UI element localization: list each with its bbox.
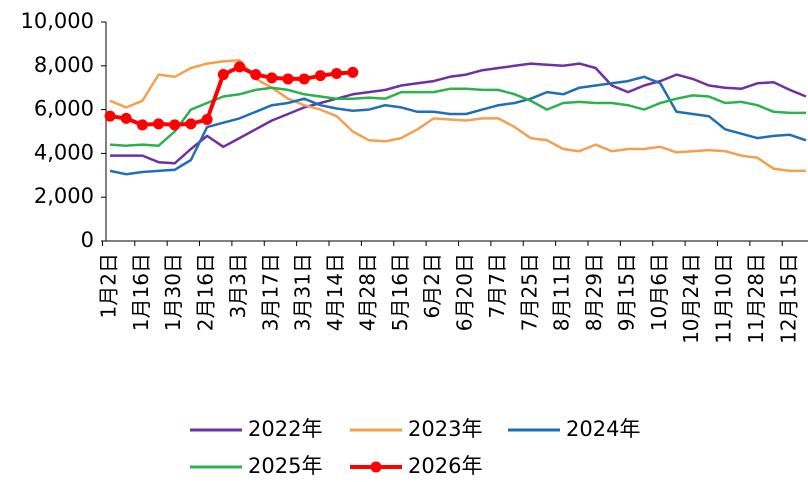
y-tick-label: 10,000	[21, 9, 94, 33]
x-tick-label: 4月14日	[323, 253, 347, 331]
x-tick-label: 1月30日	[161, 253, 185, 331]
point	[233, 61, 245, 73]
series-line	[109, 86, 806, 147]
series-line	[110, 62, 807, 165]
x-tick-label: 8月29日	[582, 253, 606, 331]
legend-label: 2024年	[566, 417, 640, 441]
series-line	[109, 59, 806, 173]
legend-label: 2022年	[248, 417, 322, 441]
point	[298, 73, 310, 85]
point	[153, 118, 165, 130]
x-tick-label: 7月25日	[517, 253, 541, 331]
x-tick-label: 8月11日	[550, 253, 574, 331]
x-tick-label: 4月28日	[355, 253, 379, 331]
y-tick-label: 0	[81, 228, 94, 252]
x-tick-label: 1月2日	[97, 253, 121, 318]
point	[185, 118, 197, 130]
x-tick-label: 10月6日	[647, 253, 671, 331]
point	[347, 66, 359, 78]
x-tick-label: 6月2日	[420, 253, 444, 318]
x-tick-label: 3月17日	[258, 253, 282, 331]
y-tick-label: 4,000	[34, 140, 94, 164]
point	[217, 69, 229, 81]
point	[282, 73, 294, 85]
legend-marker	[370, 461, 382, 473]
y-tick-label: 2,000	[34, 184, 94, 208]
point	[201, 113, 213, 125]
y-tick-label: 8,000	[34, 53, 94, 77]
x-tick-label: 9月15日	[614, 253, 638, 331]
series-line	[109, 75, 807, 176]
x-tick-label: 11月28日	[744, 253, 768, 344]
x-tick-label: 3月3日	[226, 253, 250, 318]
point	[120, 112, 132, 124]
point	[169, 119, 181, 131]
point	[314, 70, 326, 82]
x-tick-label: 2月16日	[194, 253, 218, 331]
point	[331, 67, 343, 79]
x-tick-label: 10月24日	[679, 253, 703, 344]
point	[266, 72, 278, 84]
legend-label: 2026年	[408, 454, 482, 478]
x-tick-label: 3月31日	[291, 253, 315, 331]
legend-label: 2023年	[408, 417, 482, 441]
point	[104, 110, 116, 122]
point	[250, 69, 262, 81]
x-tick-label: 5月16日	[388, 253, 412, 331]
y-tick-label: 6,000	[34, 97, 94, 121]
legend-label: 2025年	[248, 454, 322, 478]
x-tick-label: 1月16日	[129, 253, 153, 331]
point	[136, 119, 148, 131]
x-tick-label: 12月15日	[776, 253, 800, 344]
series-line	[109, 64, 353, 127]
x-tick-label: 7月7日	[485, 253, 509, 318]
x-tick-label: 6月20日	[453, 253, 477, 331]
x-tick-label: 11月10日	[712, 253, 736, 344]
